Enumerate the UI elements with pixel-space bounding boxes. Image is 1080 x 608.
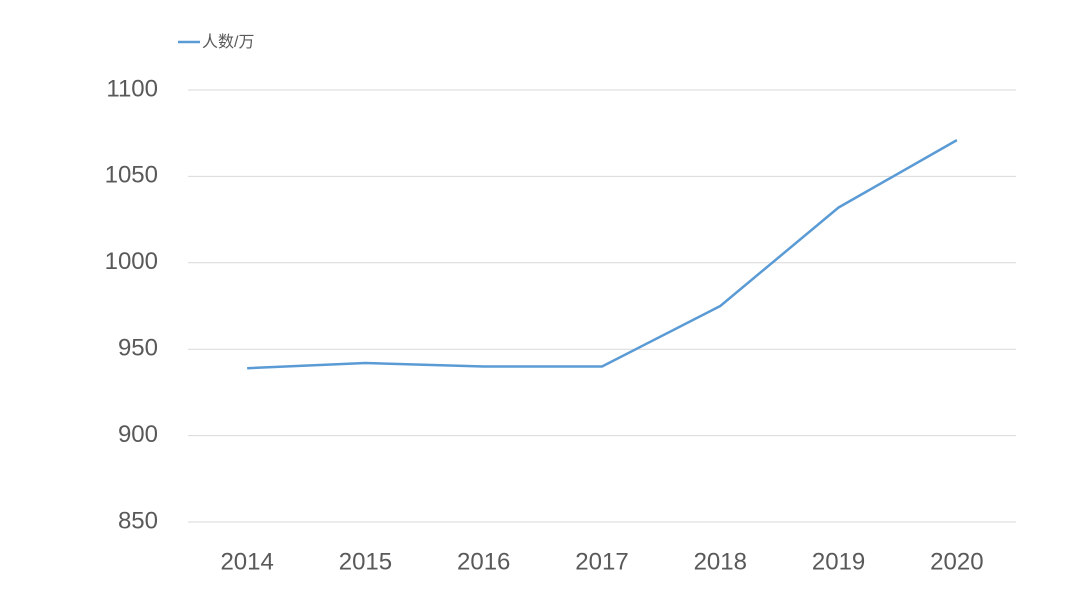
y-tick-label: 950 bbox=[118, 335, 158, 362]
x-tick-label: 2015 bbox=[339, 548, 392, 575]
x-tick-label: 2019 bbox=[812, 548, 865, 575]
line bbox=[247, 139, 958, 370]
x-tick-label: 2016 bbox=[457, 548, 510, 575]
x-tick-label: 2018 bbox=[694, 548, 747, 575]
y-tick-label: 1050 bbox=[105, 162, 158, 189]
x-tick-label: 2020 bbox=[930, 548, 983, 575]
y-tick-label: 900 bbox=[118, 421, 158, 448]
legend-label: 人数/万 bbox=[202, 33, 254, 51]
y-tick-label: 1000 bbox=[105, 248, 158, 275]
x-tick-label: 2017 bbox=[575, 548, 628, 575]
x-tick-label: 2014 bbox=[220, 548, 273, 575]
y-tick-label: 1100 bbox=[106, 75, 158, 102]
y-tick-label: 850 bbox=[118, 507, 158, 534]
